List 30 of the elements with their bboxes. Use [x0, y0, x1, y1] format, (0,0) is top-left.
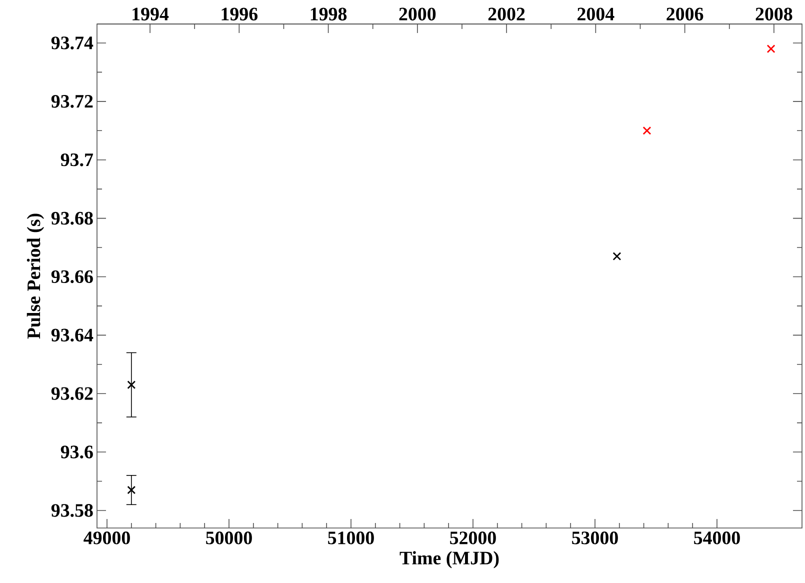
y-axis-title: Pulse Period (s)	[26, 214, 44, 339]
x2-tick-label: 2004	[578, 8, 614, 20]
x-tick-label: 50000	[206, 532, 252, 544]
y-tick-label: 93.66	[51, 270, 93, 284]
x2-tick-label: 1994	[132, 8, 169, 20]
x-tick-label: 49000	[84, 532, 130, 544]
y-tick-label: 93.6	[60, 446, 93, 458]
y-tick-label: 93.62	[51, 387, 93, 400]
x-tick-label: 51000	[328, 532, 374, 544]
x2-tick-label: 1998	[310, 8, 347, 20]
x-tick-label: 52000	[450, 532, 496, 544]
y-tick-label: 93.64	[51, 328, 94, 342]
y-tick-label: 93.7	[60, 153, 94, 166]
point	[612, 252, 622, 261]
y-tick-label: 93.74	[51, 36, 94, 50]
x2-tick-label: 2008	[756, 8, 792, 20]
x2-tick-label: 1996	[222, 8, 258, 20]
x2-tick-label: 2002	[488, 8, 525, 20]
x-tick-label: 53000	[572, 532, 618, 544]
x2-tick-label: 2006	[666, 8, 704, 20]
y-tick-label: 93.72	[51, 95, 93, 108]
x-tick-label: 54000	[694, 532, 740, 544]
y-tick-label: 93.68	[51, 212, 93, 225]
x2-tick-label: 2000	[399, 8, 436, 20]
point	[127, 486, 136, 494]
point	[766, 44, 776, 54]
y-tick-label: 93.58	[51, 504, 93, 517]
point	[127, 380, 136, 390]
x-axis-title: Time (MJD)	[400, 551, 499, 568]
point	[642, 126, 652, 135]
